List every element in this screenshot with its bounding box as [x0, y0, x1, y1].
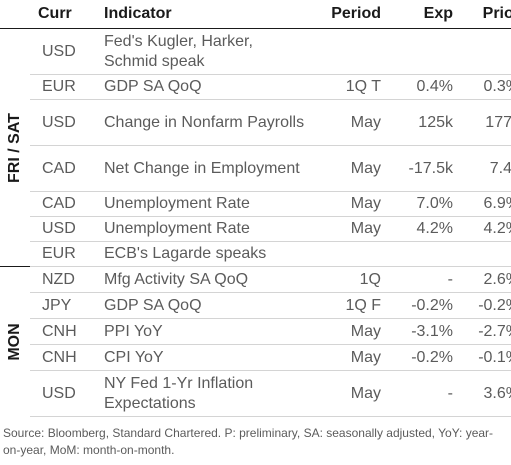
header-period: Period	[331, 5, 381, 22]
period-cell: May	[307, 191, 385, 217]
prior-cell: 177k	[456, 99, 511, 146]
currency-cell: CNH	[30, 318, 104, 345]
header-exp: Exp	[423, 5, 453, 22]
header-curr: Curr	[38, 5, 72, 22]
expected-cell: -3.1%	[385, 318, 456, 345]
header-day	[0, 0, 30, 29]
period-cell: May	[307, 344, 385, 371]
currency-cell: USD	[30, 370, 104, 417]
period-cell: May	[307, 370, 385, 417]
indicator-cell: CPI YoY	[104, 344, 307, 371]
currency-cell: EUR	[30, 241, 104, 267]
period-cell: May	[307, 216, 385, 242]
economic-calendar-table: Curr Indicator Period Exp Prior FRI / SA…	[0, 0, 511, 417]
currency-cell: USD	[30, 216, 104, 242]
period-cell: 1Q	[307, 266, 385, 293]
period-cell: May	[307, 318, 385, 345]
currency-cell: EUR	[30, 74, 104, 100]
table-row: EUR ECB's Lagarde speaks	[0, 241, 511, 267]
period-cell: 1Q T	[307, 74, 385, 100]
expected-cell: -17.5k	[385, 145, 456, 192]
indicator-cell: ECB's Lagarde speaks	[104, 241, 307, 267]
indicator-cell: Mfg Activity SA QoQ	[104, 266, 307, 293]
expected-cell: -0.2%	[385, 292, 456, 319]
indicator-cell: Fed's Kugler, Harker, Schmid speak	[104, 28, 307, 75]
indicator-cell: Net Change in Employment	[104, 145, 307, 192]
prior-cell	[456, 241, 511, 267]
table-body: FRI / SAT USD Fed's Kugler, Harker, Schmid…	[0, 28, 511, 417]
day-group-cell: MON	[0, 266, 30, 417]
expected-cell: 7.0%	[385, 191, 456, 217]
table-row: FRI / SAT USD Fed's Kugler, Harker, Schmid…	[0, 28, 511, 267]
prior-cell: 4.2%	[456, 216, 511, 242]
indicator-cell: PPI YoY	[104, 318, 307, 345]
currency-cell: CAD	[30, 191, 104, 217]
currency-cell: CNH	[30, 344, 104, 371]
header-row: Curr Indicator Period Exp Prior	[0, 0, 511, 29]
expected-cell: -	[385, 370, 456, 417]
currency-cell: USD	[30, 99, 104, 146]
expected-cell: -	[385, 266, 456, 293]
prior-cell: -0.1%	[456, 344, 511, 371]
indicator-cell: Change in Nonfarm Payrolls	[104, 99, 307, 146]
period-cell	[307, 241, 385, 267]
header-prior: Prior	[482, 5, 511, 22]
prior-cell: 6.9%	[456, 191, 511, 217]
prior-cell: 7.4k	[456, 145, 511, 192]
expected-cell	[385, 241, 456, 267]
indicator-cell: NY Fed 1-Yr Inflation Expectations	[104, 370, 307, 417]
header-indicator: Indicator	[104, 5, 172, 22]
day-group-label: MON	[6, 323, 23, 361]
expected-cell: 0.4%	[385, 74, 456, 100]
source-note: Source: Bloomberg, Standard Chartered. P…	[3, 426, 494, 457]
period-cell: May	[307, 99, 385, 146]
currency-cell: JPY	[30, 292, 104, 319]
currency-cell: NZD	[30, 266, 104, 293]
period-cell: May	[307, 145, 385, 192]
indicator-cell: Unemployment Rate	[104, 216, 307, 242]
day-group-label: FRI / SAT	[6, 112, 23, 183]
indicator-cell: GDP SA QoQ	[104, 292, 307, 319]
day-group-cell: FRI / SAT	[0, 28, 30, 267]
period-cell	[307, 28, 385, 75]
indicator-cell: GDP SA QoQ	[104, 74, 307, 100]
expected-cell	[385, 28, 456, 75]
prior-cell: -0.2%	[456, 292, 511, 319]
indicator-cell: Unemployment Rate	[104, 191, 307, 217]
prior-cell: -2.7%	[456, 318, 511, 345]
expected-cell: -0.2%	[385, 344, 456, 371]
prior-cell: 0.3%	[456, 74, 511, 100]
expected-cell: 4.2%	[385, 216, 456, 242]
table-row: USD NY Fed 1-Yr Inflation Expectations May…	[0, 370, 511, 417]
prior-cell: 2.6%	[456, 266, 511, 293]
currency-cell: CAD	[30, 145, 104, 192]
prior-cell: 3.6%	[456, 370, 511, 417]
expected-cell: 125k	[385, 99, 456, 146]
currency-cell: USD	[30, 28, 104, 75]
prior-cell	[456, 28, 511, 75]
period-cell: 1Q F	[307, 292, 385, 319]
